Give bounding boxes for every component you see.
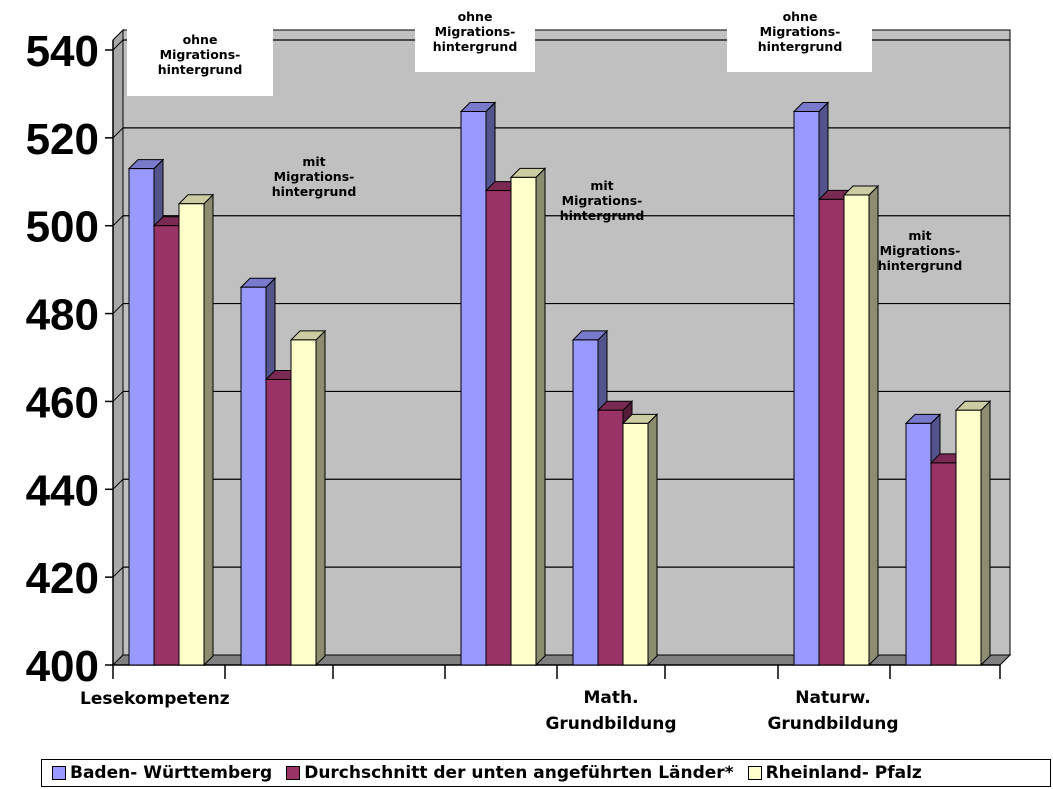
bar-side [203, 193, 214, 667]
bar [460, 111, 487, 666]
gridline-side [112, 39, 124, 51]
bar [793, 111, 820, 666]
bar [597, 409, 624, 666]
legend-swatch [747, 766, 762, 780]
x-category-label: Math. [583, 688, 638, 708]
bar [153, 225, 180, 666]
bar [290, 339, 317, 666]
y-tick-label: 440 [26, 466, 99, 515]
legend-swatch [286, 766, 301, 780]
bar [178, 203, 205, 666]
legend-label: Baden- Württemberg [70, 763, 273, 783]
bar-side [315, 329, 326, 667]
annotation-box [127, 26, 273, 96]
y-tick-label: 520 [26, 115, 99, 164]
y-tick-label: 460 [26, 378, 99, 427]
gridline-side [112, 215, 124, 227]
gridline-side [112, 127, 124, 139]
x-category-label: Grundbildung [767, 714, 898, 734]
y-tick-label: 500 [26, 203, 99, 252]
annotation-label: Migrations- [562, 193, 643, 208]
gridline-side [112, 566, 124, 578]
annotation-label: hintergrund [433, 39, 518, 54]
annotation-label: hintergrund [272, 184, 357, 199]
annotation-label: hintergrund [758, 39, 843, 54]
annotation-box [415, 2, 535, 72]
bar [265, 378, 292, 666]
bar-side [647, 413, 658, 667]
bar-side [980, 400, 991, 667]
gridline-side [112, 303, 124, 314]
bar [818, 198, 845, 666]
annotation-label: mit [908, 228, 931, 243]
bar-side [535, 167, 546, 667]
annotation-label: Migrations- [274, 169, 355, 184]
bar [955, 409, 982, 666]
bar [843, 194, 870, 666]
annotation-label: Migrations- [435, 24, 516, 39]
annotation-label: hintergrund [158, 62, 243, 77]
bar [510, 176, 537, 666]
bar [905, 422, 932, 666]
gridline-side [112, 478, 124, 490]
bar-side [868, 184, 879, 667]
x-category-label: Lesekompetenz [80, 689, 230, 709]
annotation-label: ohne [783, 9, 818, 24]
plot-side-wall [112, 28, 124, 667]
bar [128, 168, 155, 666]
annotation-box [727, 2, 872, 72]
legend-item: Durchschnitt der unten angeführten Lände… [286, 763, 734, 783]
legend-item: Baden- Württemberg [52, 763, 272, 783]
legend-swatch [52, 766, 66, 780]
annotation-label: hintergrund [878, 258, 963, 273]
annotation-label: Migrations- [760, 24, 841, 39]
annotation-label: mit [302, 154, 325, 169]
legend: Baden- Württemberg Durchschnitt der unten… [41, 759, 1051, 787]
annotation-label: mit [590, 178, 613, 193]
bar [572, 339, 599, 666]
annotation-label: ohne [458, 9, 493, 24]
legend-label: Durchschnitt der unten angeführten Lände… [304, 763, 734, 783]
x-category-label: Naturw. [795, 688, 870, 708]
annotation-label: Migrations- [160, 47, 241, 62]
annotation-label: hintergrund [560, 208, 645, 223]
y-tick-label: 420 [26, 554, 99, 603]
bar [622, 422, 649, 666]
annotation-label: Migrations- [880, 243, 961, 258]
bar [240, 286, 267, 666]
bar [930, 462, 957, 666]
y-tick-label: 540 [26, 27, 99, 76]
gridline-side [112, 391, 124, 402]
y-tick-label: 400 [26, 642, 99, 691]
x-category-label: Grundbildung [545, 714, 676, 734]
bar [485, 190, 512, 666]
legend-label: Rheinland- Pfalz [765, 763, 922, 783]
legend-item: Rheinland- Pfalz [747, 763, 922, 783]
annotation-label: ohne [183, 32, 218, 47]
y-tick-label: 480 [26, 291, 99, 340]
